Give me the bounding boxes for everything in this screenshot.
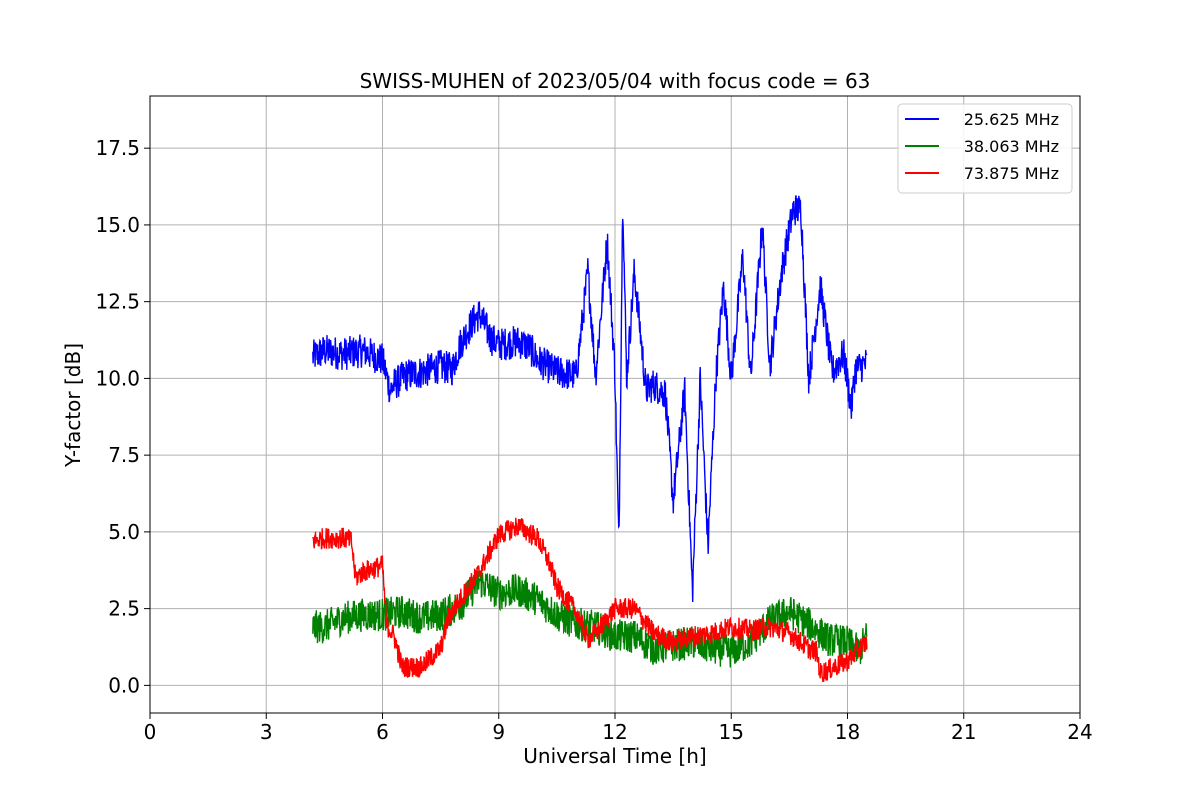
- legend-label: 25.625 MHz: [964, 110, 1059, 129]
- y-tick-label: 15.0: [95, 213, 140, 237]
- legend-label: 73.875 MHz: [964, 164, 1059, 183]
- x-tick-label: 3: [260, 720, 273, 744]
- legend-label: 38.063 MHz: [964, 137, 1059, 156]
- y-tick-label: 12.5: [95, 290, 140, 314]
- x-tick-label: 6: [376, 720, 389, 744]
- y-tick-label: 0.0: [108, 673, 140, 697]
- series-line: [312, 517, 868, 682]
- x-tick-label: 9: [492, 720, 505, 744]
- x-tick-label: 18: [835, 720, 860, 744]
- series-line: [312, 569, 868, 668]
- y-tick-label: 10.0: [95, 366, 140, 390]
- x-tick-label: 21: [951, 720, 976, 744]
- y-axis-label: Y-factor [dB]: [61, 343, 85, 468]
- x-tick-label: 0: [144, 720, 157, 744]
- legend-box: [897, 103, 1073, 194]
- x-tick-label: 12: [602, 720, 627, 744]
- legend: 25.625 MHz 38.063 MHz 73.875 MHz: [897, 103, 1073, 194]
- series-group: [312, 195, 868, 682]
- x-tick-label: 24: [1067, 720, 1092, 744]
- y-tick-label: 7.5: [108, 443, 140, 467]
- x-axis-label: Universal Time [h]: [523, 744, 706, 768]
- series-line: [312, 195, 868, 603]
- x-tick-label: 15: [719, 720, 744, 744]
- axis-ticks: 0 3 6 9 12 15 18 21 24 0.0 2.5 5.0 7.5 10.0 12.5 15.0 17…: [95, 136, 1092, 744]
- y-tick-label: 2.5: [108, 597, 140, 621]
- chart-title: SWISS-MUHEN of 2023/05/04 with focus cod…: [360, 69, 871, 93]
- y-tick-label: 5.0: [108, 520, 140, 544]
- y-tick-label: 17.5: [95, 136, 140, 160]
